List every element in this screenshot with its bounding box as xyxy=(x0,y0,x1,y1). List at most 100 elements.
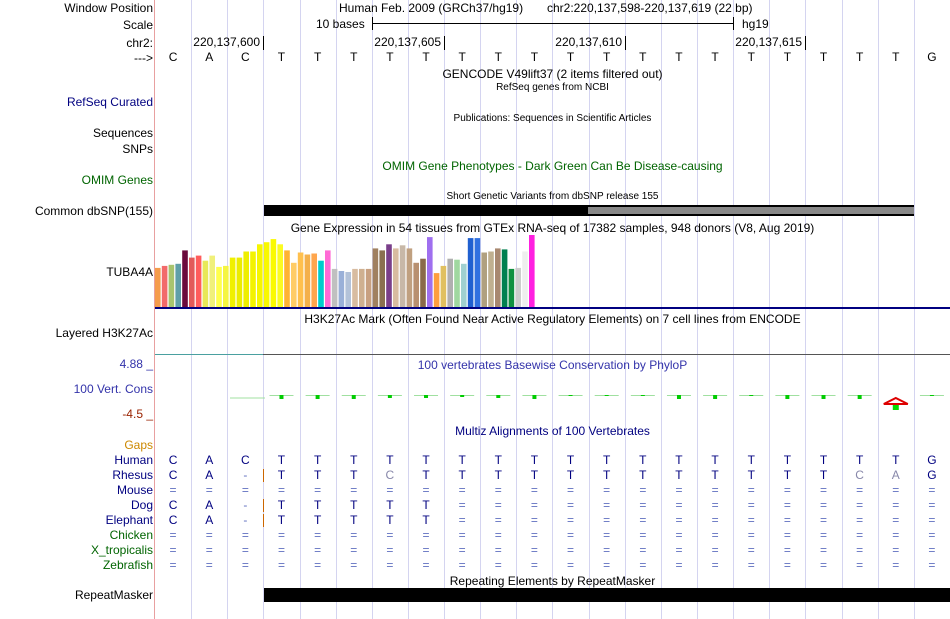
multiz-base: T xyxy=(313,513,322,527)
multiz-species-label[interactable]: Chicken xyxy=(109,528,153,542)
phylop-score-bar xyxy=(460,395,465,397)
gtex-tissue-bar xyxy=(365,268,372,307)
gtex-tissue-bar xyxy=(372,248,379,307)
gtex-tissue-bar xyxy=(284,250,290,307)
multiz-base: T xyxy=(566,468,575,482)
multiz-base: = xyxy=(639,483,647,497)
multiz-base: = xyxy=(530,498,538,512)
multiz-base: = xyxy=(494,483,502,497)
phylop-track-title[interactable]: 100 vertebrates Basewise Conservation by… xyxy=(417,358,688,372)
multiz-base: C xyxy=(855,468,864,482)
gencode-track-title[interactable]: GENCODE V49lift37 (2 items filtered out) xyxy=(442,67,663,81)
multiz-species-label[interactable]: Rhesus xyxy=(112,468,153,482)
scale-bar xyxy=(372,23,734,24)
multiz-base: = xyxy=(747,543,755,557)
multiz-species-label[interactable]: X_tropicalis xyxy=(90,543,153,557)
multiz-base: = xyxy=(747,558,755,572)
multiz-base: = xyxy=(892,513,900,527)
multiz-base: G xyxy=(927,453,937,467)
multiz-species-label[interactable]: Zebrafish xyxy=(102,558,153,572)
multiz-base: = xyxy=(747,483,755,497)
multiz-base: = xyxy=(169,543,177,557)
multiz-base: T xyxy=(313,498,322,512)
multiz-base: T xyxy=(313,453,322,467)
multiz-base: C xyxy=(168,453,178,467)
multiz-base: = xyxy=(711,528,719,542)
multiz-base: T xyxy=(350,498,358,512)
position-tick-label: 220,137,610 xyxy=(555,35,622,49)
multiz-species-label[interactable]: Dog xyxy=(130,498,153,512)
h3k27ac-track-title[interactable]: H3K27Ac Mark (Often Found Near Active Re… xyxy=(304,312,801,326)
dbsnp-track-title[interactable]: Short Genetic Variants from dbSNP releas… xyxy=(446,191,659,202)
multiz-base: = xyxy=(856,483,864,497)
multiz-base: = xyxy=(747,513,755,527)
multiz-base: T xyxy=(313,468,322,482)
multiz-base: A xyxy=(205,468,214,482)
multiz-base: T xyxy=(422,468,430,482)
gtex-tissue-bar xyxy=(257,244,263,307)
gtex-tissue-bar xyxy=(216,266,222,307)
repeatmasker-track-title[interactable]: Repeating Elements by RepeatMasker xyxy=(449,574,656,588)
omim-track-title[interactable]: OMIM Gene Phenotypes - Dark Green Can Be… xyxy=(382,159,723,173)
position-range[interactable]: chr2:220,137,598-220,137,619 (22 bp) xyxy=(547,1,753,15)
gtex-tissue-bar xyxy=(297,252,304,307)
omim-label[interactable]: OMIM Genes xyxy=(81,173,153,187)
h3k27ac-label[interactable]: Layered H3K27Ac xyxy=(55,326,153,340)
position-tick-mark xyxy=(444,36,445,50)
multiz-base: = xyxy=(639,528,647,542)
reference-base: T xyxy=(350,50,358,64)
refseq-label[interactable]: RefSeq Curated xyxy=(66,95,153,109)
multiz-base: = xyxy=(856,528,864,542)
multiz-base: C xyxy=(168,498,178,512)
multiz-base: = xyxy=(711,513,719,527)
position-tick-mark xyxy=(263,36,264,50)
gtex-tissue-bar xyxy=(270,239,277,307)
multiz-base: = xyxy=(567,498,575,512)
phylop-chart[interactable] xyxy=(155,368,950,418)
gtex-tissue-bar xyxy=(311,253,317,307)
repeatmasker-label[interactable]: RepeatMasker xyxy=(74,588,153,602)
gtex-expression-chart[interactable] xyxy=(155,235,555,307)
phylop-label[interactable]: 100 Vert. Cons xyxy=(73,382,153,396)
multiz-base: T xyxy=(855,453,864,467)
multiz-base: = xyxy=(603,543,611,557)
gtex-tissue-bar xyxy=(515,267,521,307)
multiz-base: = xyxy=(892,498,900,512)
multiz-base: = xyxy=(856,543,864,557)
gtex-tissue-bar xyxy=(352,268,358,307)
gtex-tissue-bar xyxy=(202,260,209,307)
gtex-tissue-bar xyxy=(195,255,202,307)
multiz-base: = xyxy=(386,483,394,497)
multiz-base: = xyxy=(603,498,611,512)
multiz-base: T xyxy=(386,513,394,527)
gtex-baseline xyxy=(155,307,950,309)
gtex-tissue-bar xyxy=(291,262,297,307)
phylop-score-bar xyxy=(496,395,501,398)
phylop-score-bar xyxy=(749,395,754,396)
multiz-species-label[interactable]: Elephant xyxy=(105,513,153,527)
multiz-base: C xyxy=(385,468,395,482)
multiz-base: T xyxy=(639,453,647,467)
multiz-track-title[interactable]: Multiz Alignments of 100 Vertebrates xyxy=(455,424,650,438)
gtex-gene-label[interactable]: TUBA4A xyxy=(106,265,153,279)
multiz-base: = xyxy=(567,558,575,572)
gtex-track-title[interactable]: Gene Expression in 54 tissues from GTEx … xyxy=(290,221,815,235)
multiz-species-label[interactable]: Mouse xyxy=(116,483,153,497)
sequences-label[interactable]: Sequences xyxy=(92,126,153,140)
repeatmasker-element[interactable] xyxy=(264,588,950,602)
phylop-score-bar xyxy=(857,395,862,399)
multiz-species-label[interactable]: Human xyxy=(114,453,153,467)
multiz-base: T xyxy=(422,513,430,527)
gtex-tissue-bar xyxy=(155,267,161,307)
multiz-base: = xyxy=(820,483,828,497)
dbsnp-variant-bar-grey[interactable] xyxy=(588,207,914,214)
phylop-score-bar xyxy=(892,405,899,410)
gaps-label[interactable]: Gaps xyxy=(124,438,153,452)
dbsnp-label[interactable]: Common dbSNP(155) xyxy=(34,204,153,218)
multiz-base: = xyxy=(928,543,936,557)
scale-label: Scale xyxy=(122,18,153,32)
refseq-track-title[interactable]: RefSeq genes from NCBI xyxy=(496,82,609,93)
publications-track-title[interactable]: Publications: Sequences in Scientific Ar… xyxy=(453,113,652,124)
multiz-base: = xyxy=(567,528,575,542)
snps-label[interactable]: SNPs xyxy=(122,142,153,156)
